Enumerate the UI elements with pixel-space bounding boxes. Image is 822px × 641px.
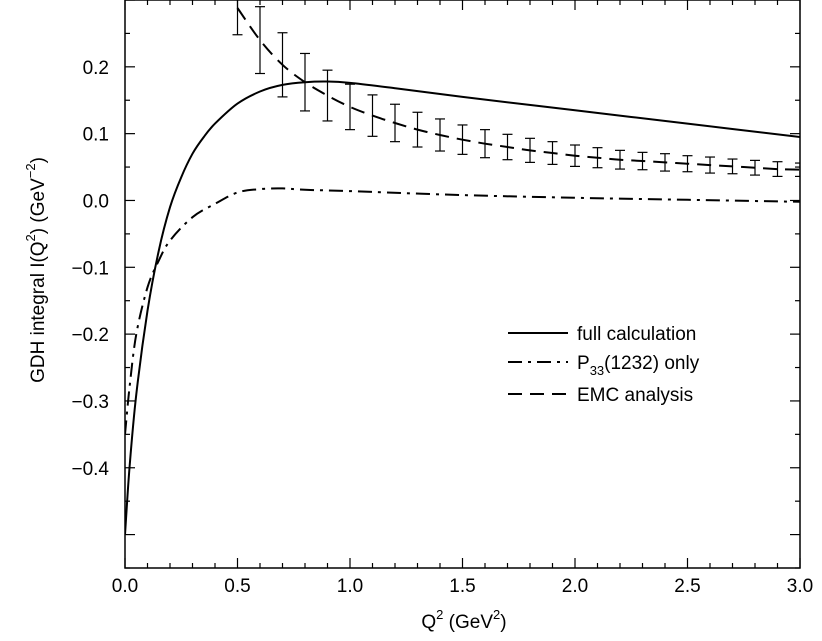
x-tick-label: 0.0 xyxy=(112,576,138,597)
y-tick-label: 0.2 xyxy=(83,58,109,79)
axes-layer: 0.0 0.5 1.0 1.5 2.0 2.5 3.0 −0.4 −0.3 −0.2 −0.1 0.0… xyxy=(71,0,813,597)
legend-label-full-calculation: full calculation xyxy=(577,324,696,345)
y-tick-label: −0.3 xyxy=(71,392,109,413)
x-tick-label: 2.0 xyxy=(562,576,588,597)
y-tick-label: −0.1 xyxy=(71,258,109,279)
x-tick-label: 1.5 xyxy=(449,576,475,597)
legend: full calculation P33(1232) only EMC anal… xyxy=(508,324,700,406)
plot-frame xyxy=(124,0,801,569)
series-emc-analysis-line xyxy=(236,7,800,171)
legend-label-p33: P33(1232) only xyxy=(577,353,700,378)
series-layer xyxy=(125,0,800,535)
y-tick-label: 0.1 xyxy=(83,125,109,146)
x-tick-label: 2.5 xyxy=(674,576,700,597)
x-tick-label: 1.0 xyxy=(337,576,363,597)
y-tick-label: −0.2 xyxy=(71,325,109,346)
x-axis-label: Q2 (GeV2) xyxy=(421,607,506,633)
y-tick-label: −0.4 xyxy=(71,459,109,480)
legend-label-emc-analysis: EMC analysis xyxy=(577,385,693,406)
series-p33-only-line xyxy=(125,187,800,435)
y-tick-label: 0.0 xyxy=(83,191,109,212)
y-axis-label: GDH integral I(Q2) (GeV−2) xyxy=(23,157,49,383)
series-full-calculation-line xyxy=(125,80,800,535)
x-tick-label: 0.5 xyxy=(224,576,250,597)
x-tick-label: 3.0 xyxy=(787,576,813,597)
